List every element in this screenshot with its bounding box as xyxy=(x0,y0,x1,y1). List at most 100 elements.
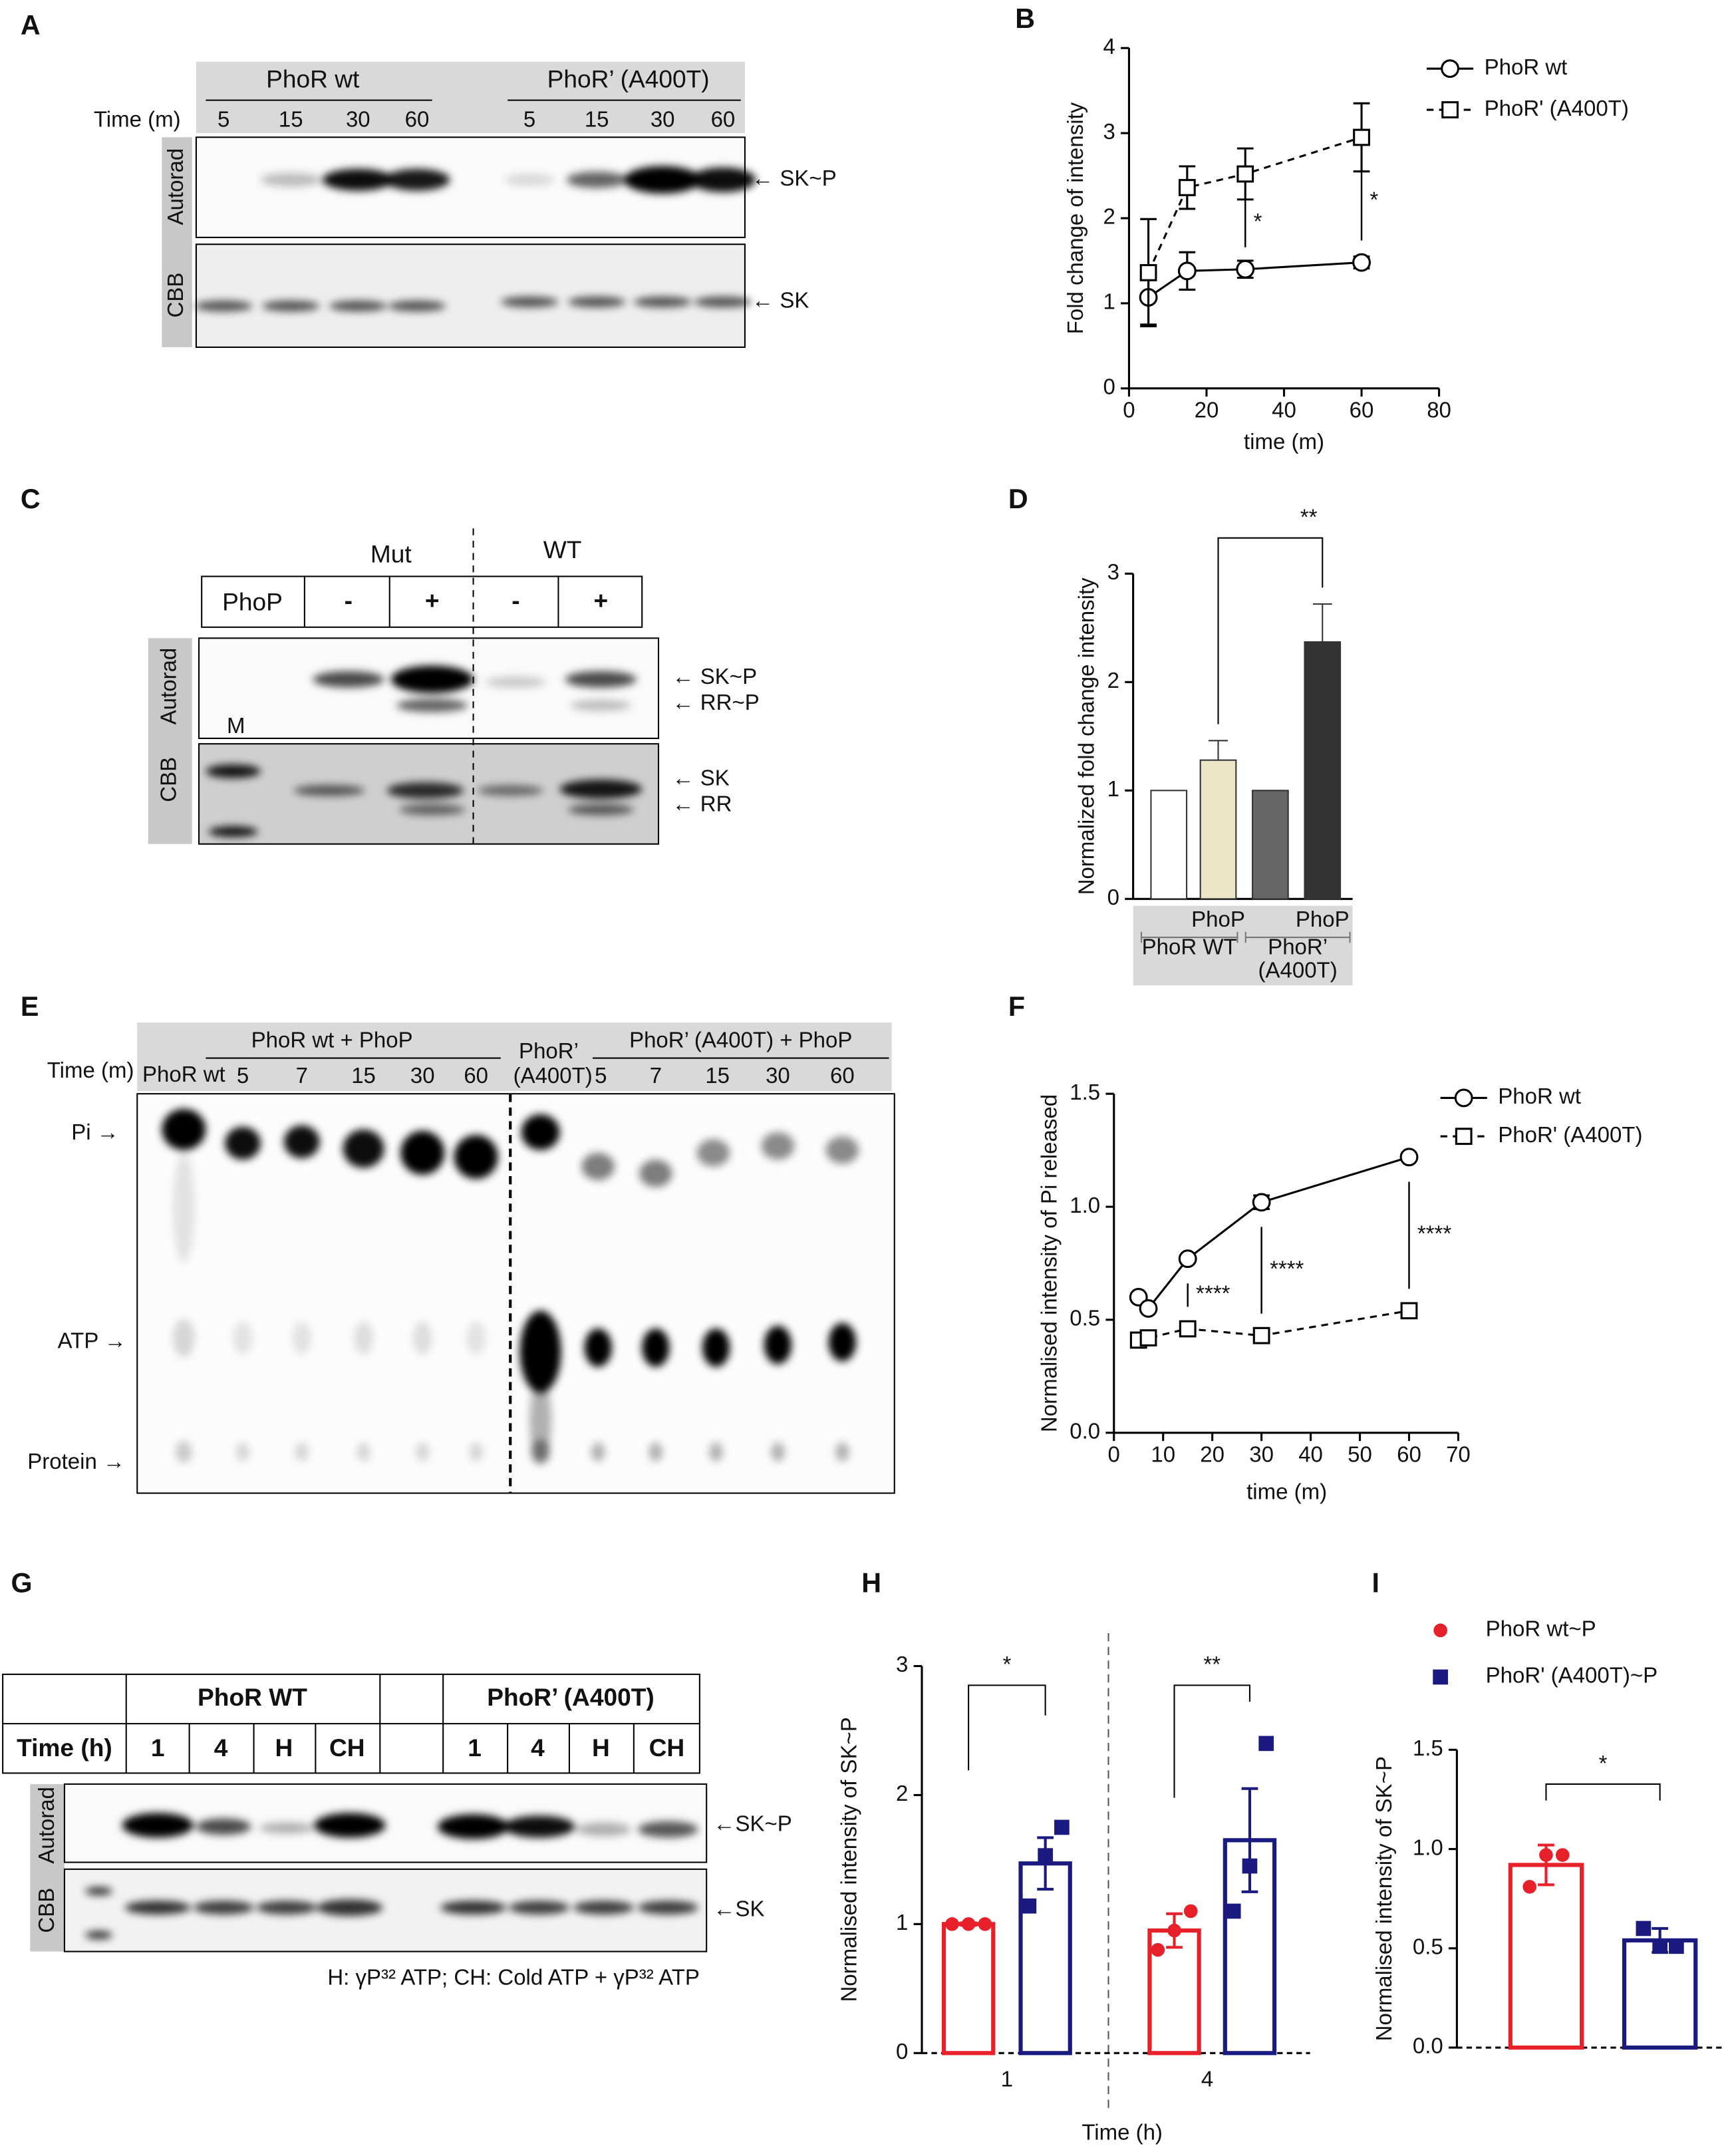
lane-label: - xyxy=(511,586,519,614)
bar xyxy=(941,1922,996,2056)
gel-g-g-ellipse xyxy=(84,1887,113,1896)
panel-label: H xyxy=(861,1568,881,1599)
tlc-e-g-ellipse xyxy=(642,1328,670,1367)
significance-label: * xyxy=(1370,187,1378,212)
gel-g-g-ellipse xyxy=(193,1901,254,1915)
gel-c-g-ellipse xyxy=(559,779,643,799)
gel-c-g-ellipse xyxy=(293,785,365,796)
time-label: Time (m) xyxy=(94,106,181,131)
gel-a-g-ellipse xyxy=(329,300,387,312)
lane-label: 60 xyxy=(405,106,430,131)
significance-label: ** xyxy=(1203,1652,1221,1676)
data-point xyxy=(1555,1848,1570,1862)
y-tick-label: 1.5 xyxy=(1070,1080,1100,1104)
gel-a-g-ellipse xyxy=(322,168,394,191)
y-axis-label: Normalised intensity of SK~P xyxy=(836,1717,861,2002)
x-axis-label: time (m) xyxy=(1244,429,1324,454)
gel-g-g xyxy=(84,1813,698,1940)
panel-label: B xyxy=(1015,3,1035,34)
row-label: Autorad xyxy=(156,648,180,725)
gel-g-g-ellipse xyxy=(317,1899,383,1916)
tlc-e-g-ellipse xyxy=(172,1318,195,1358)
gel-a-g-ellipse xyxy=(505,174,555,186)
legend-label: PhoR' (A400T)~P xyxy=(1486,1663,1658,1688)
y-tick-label: 1 xyxy=(896,1910,908,1934)
category-box xyxy=(1133,905,1353,986)
data-point xyxy=(1021,1898,1037,1914)
lane-label: PhoR wt xyxy=(142,1062,225,1086)
significance-bracket xyxy=(1217,537,1324,724)
gel-c-g-ellipse xyxy=(206,764,261,778)
x-tick-label: 30 xyxy=(1249,1442,1274,1467)
gel-g-g-ellipse xyxy=(196,1818,251,1835)
gel-a-g-ellipse xyxy=(388,300,446,312)
gel-c-g-ellipse xyxy=(396,698,468,712)
lane-label: 60 xyxy=(711,106,736,131)
data-point xyxy=(1167,1923,1181,1938)
band-marker: ← SK xyxy=(672,766,730,790)
tlc-e-rect xyxy=(136,1093,895,1494)
panel-label: D xyxy=(1008,484,1028,514)
y-tick-label: 0 xyxy=(896,2039,908,2064)
gel-a: PhoR wt PhoR’ (A400T) Time (m) 5 15 30 6… xyxy=(94,61,837,348)
x-tick-label: 80 xyxy=(1427,398,1451,422)
gel-g-g-ellipse xyxy=(437,1814,509,1839)
gel-c-g-ellipse xyxy=(565,671,637,688)
panel-labels: A B C D E F G H I xyxy=(11,3,1379,1599)
lane-label: 5 xyxy=(595,1063,607,1088)
gel-a-g-ellipse xyxy=(624,166,701,194)
tlc-e-g-ellipse xyxy=(357,1442,370,1462)
row-label: CBB xyxy=(156,757,180,802)
gel-g-g-ellipse xyxy=(314,1813,386,1838)
legend-marker xyxy=(1433,1669,1448,1685)
spot-label: Pi → xyxy=(71,1120,119,1144)
lane-label: 30 xyxy=(766,1063,790,1088)
tlc-e-g-ellipse xyxy=(521,1114,560,1150)
marker xyxy=(1178,179,1196,196)
x-tick-label: 40 xyxy=(1272,398,1296,422)
band-marker: ←SK xyxy=(714,1896,765,1921)
marker xyxy=(1353,128,1370,146)
gel-a-g-ellipse xyxy=(384,168,450,191)
tlc-e-g-ellipse xyxy=(343,1129,384,1168)
gel-a-g-ellipse xyxy=(566,171,627,188)
significance-label: * xyxy=(1254,209,1262,233)
gel-g-g-ellipse xyxy=(503,1815,575,1838)
tlc-e-g-ellipse xyxy=(825,1136,859,1164)
x-tick-label: PhoP xyxy=(1296,907,1350,931)
x-tick-label: 20 xyxy=(1195,398,1219,422)
lane-label: PhoR’ xyxy=(519,1038,579,1063)
marker xyxy=(1236,165,1254,183)
gel-a-rect xyxy=(162,137,192,347)
gel-c-g-ellipse xyxy=(208,826,258,838)
tlc-e-g-ellipse xyxy=(233,1321,253,1355)
x-tick-label: 60 xyxy=(1350,398,1374,422)
group-label: PhoR’ (A400T) xyxy=(547,65,710,93)
lane-label: 7 xyxy=(650,1063,662,1088)
marker xyxy=(1252,1326,1270,1344)
lane-label: + xyxy=(425,586,440,614)
lane-label: + xyxy=(594,586,609,614)
gel-a-g-ellipse xyxy=(194,300,253,312)
legend-marker xyxy=(1441,101,1459,118)
gel-a-g xyxy=(194,166,756,312)
x-tick-label: 1 xyxy=(1001,2066,1013,2091)
gel-g-g-ellipse xyxy=(259,1822,315,1834)
gel-g-g-ellipse xyxy=(573,1901,634,1915)
legend-label: PhoR wt~P xyxy=(1486,1617,1596,1641)
tlc-e-g-ellipse xyxy=(415,1442,430,1462)
tlc-e-g-ellipse xyxy=(466,1321,486,1355)
data-point xyxy=(1636,1921,1652,1936)
y-tick-label: 4 xyxy=(1103,34,1115,59)
x-tick-label: PhoP xyxy=(1191,907,1245,931)
tlc-e-g-ellipse xyxy=(295,1442,309,1462)
gel-g-rect xyxy=(30,1783,65,1952)
y-tick-label: 0.5 xyxy=(1413,1934,1443,1959)
lane-label: 60 xyxy=(830,1063,855,1088)
data-point xyxy=(945,1917,959,1931)
time-label: Time (h) xyxy=(17,1734,112,1762)
tlc-e-g-ellipse xyxy=(529,1379,552,1462)
lane-label: 5 xyxy=(523,106,535,131)
marker xyxy=(1139,1299,1158,1318)
x-axis-label: Time (h) xyxy=(1082,2120,1163,2145)
